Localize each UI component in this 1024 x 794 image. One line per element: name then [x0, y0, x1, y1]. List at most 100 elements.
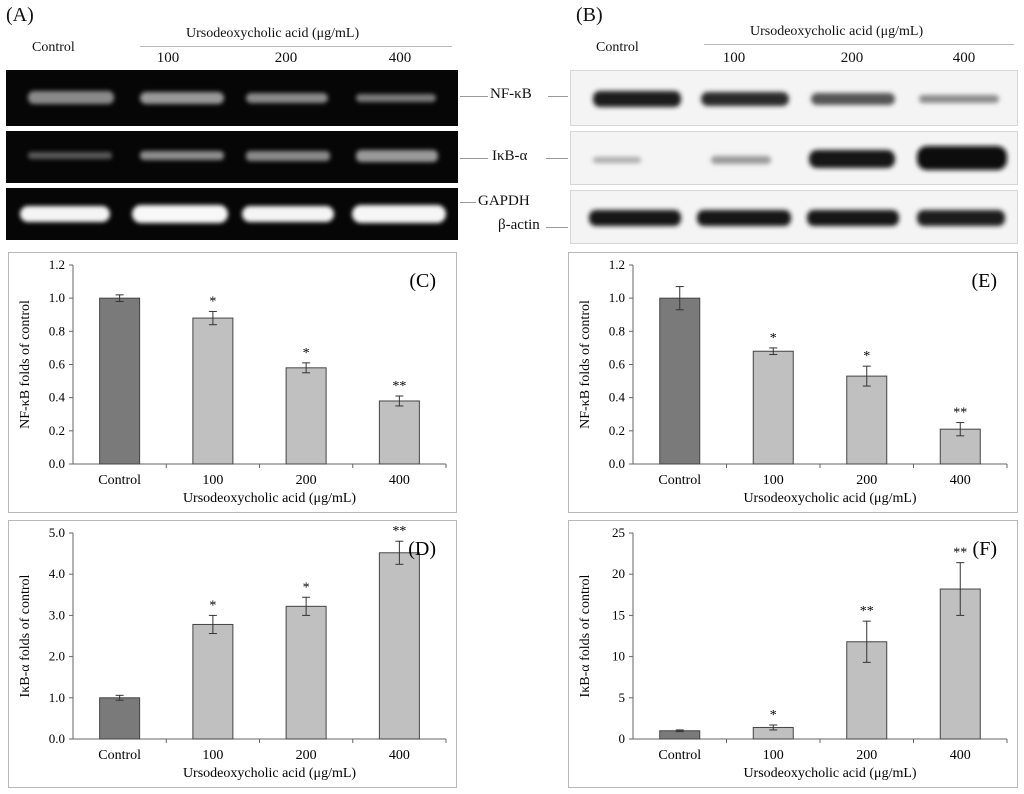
chart-panel-label: (E)	[971, 270, 997, 292]
dose-label-a-100: 100	[156, 50, 180, 66]
chart-d-svg: 0.0 1.0 2.0 3.0 4.0 5.0 Control * 100 * 200 ** 400 Ur…	[18, 524, 447, 781]
y-tick-label: 0	[619, 731, 626, 746]
y-tick-label: 0.8	[49, 323, 65, 338]
control-header-b: Control	[596, 40, 639, 55]
x-tick-label: 200	[856, 748, 877, 763]
x-axis-label: Ursodeoxycholic acid (μg/mL)	[183, 766, 356, 781]
x-tick-label: 400	[950, 473, 971, 488]
significance-marker: **	[392, 524, 406, 539]
x-tick-label: 400	[389, 748, 410, 763]
significance-marker: **	[953, 546, 967, 561]
x-tick-label: 200	[296, 473, 317, 488]
y-tick-label: 0.6	[49, 357, 66, 372]
chart-panel-c: 0.0 0.2 0.4 0.6 0.8 1.0 1.2 Control * 100 * 200 ** 40…	[8, 252, 457, 513]
bar	[99, 297, 141, 465]
bar	[99, 697, 141, 740]
x-tick-label: Control	[658, 473, 701, 488]
chart-panel-label: (F)	[973, 538, 997, 560]
band-label-beta-actin: β-actin	[498, 217, 540, 233]
dose-label-b-100: 100	[722, 50, 746, 66]
x-tick-label: Control	[658, 748, 701, 763]
band-tick-nfkb-right	[548, 96, 568, 97]
band-tick-beta-actin	[546, 227, 568, 228]
y-tick-label: 1.0	[609, 290, 625, 305]
significance-marker: *	[209, 294, 216, 309]
y-axis-label: NF-κB folds of control	[578, 300, 593, 429]
y-tick-label: 0.0	[609, 456, 625, 471]
gel-ikba	[6, 131, 458, 183]
bar	[378, 400, 420, 465]
gel-nfkb-bands	[28, 91, 436, 104]
chart-panel-d: 0.0 1.0 2.0 3.0 4.0 5.0 Control * 100 * 200 ** 400 Ur…	[8, 520, 457, 788]
x-tick-label: 400	[950, 748, 971, 763]
bar	[285, 605, 327, 740]
bar	[192, 623, 234, 740]
band-tick-ikba-left	[460, 158, 488, 159]
bar	[752, 350, 794, 465]
band-tick-nfkb-left	[460, 96, 488, 97]
significance-marker: **	[860, 604, 874, 619]
y-tick-label: 1.0	[49, 290, 65, 305]
band-label-ikba: IκB-α	[492, 148, 528, 164]
blot-beta-actin	[570, 190, 1018, 244]
y-tick-label: 0.0	[49, 456, 65, 471]
band-label-gapdh: GAPDH	[478, 193, 530, 209]
y-tick-label: 0.4	[609, 390, 626, 405]
significance-marker: *	[303, 580, 310, 595]
blot-ikba	[570, 131, 1018, 185]
gel-gapdh-bands	[20, 205, 446, 223]
bar	[378, 552, 420, 740]
x-tick-label: 100	[763, 473, 784, 488]
y-tick-label: 0.0	[49, 731, 65, 746]
panel-label-b: (B)	[576, 4, 603, 26]
x-axis-label: Ursodeoxycholic acid (μg/mL)	[183, 491, 356, 506]
blot-beta-actin-bands	[589, 210, 1005, 226]
gel-gapdh	[6, 188, 458, 240]
significance-marker: *	[303, 346, 310, 361]
dose-label-a-200: 200	[274, 50, 298, 66]
y-tick-label: 1.2	[609, 257, 625, 272]
treatment-rule-b	[704, 44, 1014, 45]
y-tick-label: 1.0	[49, 690, 65, 705]
band-tick-gapdh	[460, 202, 476, 203]
x-axis-label: Ursodeoxycholic acid (μg/mL)	[743, 491, 916, 506]
y-tick-label: 15	[612, 607, 625, 622]
y-axis-label: IκB-α folds of control	[18, 574, 33, 697]
treatment-header-b: Ursodeoxycholic acid (μg/mL)	[750, 24, 924, 39]
dose-label-b-200: 200	[840, 50, 864, 66]
y-tick-label: 1.2	[49, 257, 65, 272]
y-axis-label: NF-κB folds of control	[18, 300, 33, 429]
significance-marker: **	[392, 379, 406, 394]
x-tick-label: 100	[202, 748, 223, 763]
y-tick-label: 5.0	[49, 525, 65, 540]
bar	[192, 317, 234, 465]
significance-marker: **	[953, 406, 967, 421]
significance-marker: *	[209, 598, 216, 613]
x-tick-label: Control	[98, 473, 141, 488]
significance-marker: *	[863, 349, 870, 364]
chart-panel-e: 0.0 0.2 0.4 0.6 0.8 1.0 1.2 Control * 100 * 200 ** 40…	[568, 252, 1018, 513]
x-tick-label: 400	[389, 473, 410, 488]
x-tick-label: 200	[856, 473, 877, 488]
y-tick-label: 2.0	[49, 649, 65, 664]
bar	[659, 297, 701, 465]
y-tick-label: 0.8	[609, 323, 625, 338]
chart-panel-label: (D)	[408, 538, 436, 560]
x-tick-label: 200	[296, 748, 317, 763]
chart-e-svg: 0.0 0.2 0.4 0.6 0.8 1.0 1.2 Control * 100 * 200 ** 40…	[578, 257, 1008, 506]
x-tick-label: 100	[202, 473, 223, 488]
y-tick-label: 10	[612, 649, 625, 664]
y-tick-label: 0.6	[609, 357, 626, 372]
x-tick-label: 100	[763, 748, 784, 763]
chart-c-svg: 0.0 0.2 0.4 0.6 0.8 1.0 1.2 Control * 100 * 200 ** 40…	[18, 257, 447, 506]
significance-marker: *	[770, 708, 777, 723]
blot-nfkb-bands	[593, 91, 999, 107]
bar	[285, 367, 327, 465]
y-tick-label: 0.4	[49, 390, 66, 405]
treatment-rule-a	[140, 46, 452, 47]
y-tick-label: 0.2	[49, 423, 65, 438]
y-tick-label: 20	[612, 566, 625, 581]
blot-ikba-bands	[593, 146, 1007, 170]
y-tick-label: 25	[612, 525, 625, 540]
blot-nfkb	[570, 70, 1018, 126]
